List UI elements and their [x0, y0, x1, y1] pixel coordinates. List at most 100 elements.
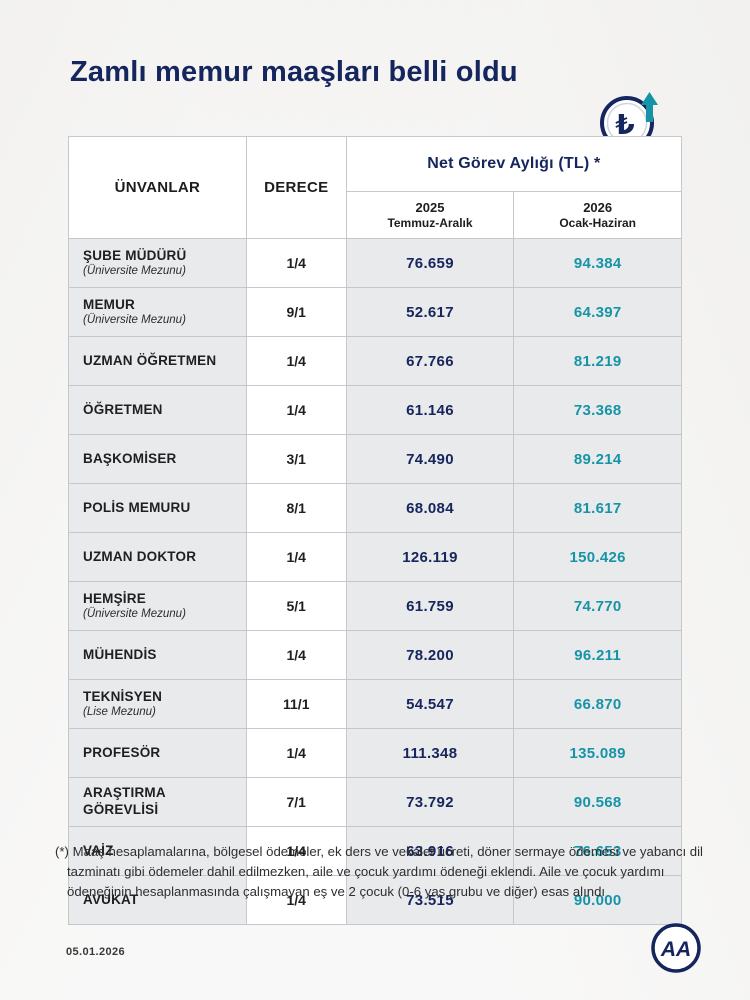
- lira-symbol: ₺: [615, 108, 634, 141]
- column-header-net-gorev-ayligi: Net Görev Aylığı (TL) *: [345, 136, 683, 192]
- row-title: ÖĞRETMEN: [83, 401, 163, 417]
- period-2025-label: Temmuz-Aralık: [387, 215, 473, 230]
- row-title-cell: PROFESÖR: [68, 728, 247, 778]
- row-title-cell: ÖĞRETMEN: [68, 385, 247, 435]
- row-subtitle: (Üniversite Mezunu): [83, 607, 186, 620]
- year-2026-label: 2026: [583, 200, 613, 215]
- column-header-unvanlar: ÜNVANLAR: [68, 136, 247, 239]
- row-derece: 9/1: [245, 287, 347, 337]
- row-value-2025: 61.146: [345, 385, 515, 435]
- table-row: ŞUBE MÜDÜRÜ (Üniversite Mezunu) 1/4 76.6…: [68, 238, 682, 288]
- row-title: MÜHENDİS: [83, 646, 157, 662]
- row-value-2025: 54.547: [345, 679, 515, 729]
- table-row: MÜHENDİS 1/4 78.200 96.211: [68, 630, 682, 680]
- row-value-2025: 126.119: [345, 532, 515, 582]
- row-title: ARAŞTIRMA GÖREVLİSİ: [83, 785, 166, 817]
- row-derece: 1/4: [245, 728, 347, 778]
- row-value-2026: 89.214: [513, 434, 682, 484]
- row-derece: 11/1: [245, 679, 347, 729]
- row-title: ŞUBE MÜDÜRÜ: [83, 247, 187, 263]
- row-value-2025: 74.490: [345, 434, 515, 484]
- table-row: BAŞKOMİSER 3/1 74.490 89.214: [68, 434, 682, 484]
- row-title: MEMUR: [83, 296, 135, 312]
- row-derece: 7/1: [245, 777, 347, 827]
- row-title: BAŞKOMİSER: [83, 450, 177, 466]
- row-derece: 1/4: [245, 826, 347, 876]
- row-subtitle: (Üniversite Mezunu): [83, 313, 186, 326]
- page-title: Zamlı memur maaşları belli oldu: [70, 56, 518, 88]
- table-row: MEMUR (Üniversite Mezunu) 9/1 52.617 64.…: [68, 287, 682, 337]
- row-derece: 8/1: [245, 483, 347, 533]
- row-title-cell: UZMAN DOKTOR: [68, 532, 247, 582]
- row-derece: 3/1: [245, 434, 347, 484]
- row-value-2026: 135.089: [513, 728, 682, 778]
- row-derece: 1/4: [245, 875, 347, 925]
- row-value-2026: 74.770: [513, 581, 682, 631]
- row-value-2026: 150.426: [513, 532, 682, 582]
- row-value-2026: 73.368: [513, 385, 682, 435]
- row-value-2025: 52.617: [345, 287, 515, 337]
- row-value-2025: 63.916: [345, 826, 515, 876]
- row-value-2025: 67.766: [345, 336, 515, 386]
- table-row: UZMAN DOKTOR 1/4 126.119 150.426: [68, 532, 682, 582]
- row-value-2026: 81.617: [513, 483, 682, 533]
- row-derece: 1/4: [245, 238, 347, 288]
- row-title-cell: POLİS MEMURU: [68, 483, 247, 533]
- row-value-2025: 111.348: [345, 728, 515, 778]
- table-row: POLİS MEMURU 8/1 68.084 81.617: [68, 483, 682, 533]
- table-row: VAİZ 1/4 63.916 76.653: [68, 826, 682, 876]
- up-arrow-icon: [641, 92, 658, 122]
- row-title-cell: ŞUBE MÜDÜRÜ (Üniversite Mezunu): [68, 238, 247, 288]
- row-subtitle: (Üniversite Mezunu): [83, 264, 186, 277]
- row-value-2026: 94.384: [513, 238, 682, 288]
- row-value-2025: 76.659: [345, 238, 515, 288]
- row-value-2026: 90.000: [513, 875, 682, 925]
- row-title: VAİZ: [83, 842, 114, 858]
- table-row: ÖĞRETMEN 1/4 61.146 73.368: [68, 385, 682, 435]
- row-value-2026: 64.397: [513, 287, 682, 337]
- row-derece: 1/4: [245, 630, 347, 680]
- row-title: AVUKAT: [83, 891, 139, 907]
- salary-table: ÜNVANLAR DERECE Net Görev Aylığı (TL) * …: [68, 136, 683, 925]
- table-row: PROFESÖR 1/4 111.348 135.089: [68, 728, 682, 778]
- row-title-cell: AVUKAT: [68, 875, 247, 925]
- row-derece: 5/1: [245, 581, 347, 631]
- table-header: ÜNVANLAR DERECE Net Görev Aylığı (TL) * …: [68, 136, 683, 239]
- row-title-cell: MÜHENDİS: [68, 630, 247, 680]
- row-subtitle: (Lise Mezunu): [83, 705, 156, 718]
- aa-logo-text: AA: [660, 938, 691, 961]
- row-value-2025: 68.084: [345, 483, 515, 533]
- row-title: POLİS MEMURU: [83, 499, 191, 515]
- row-title-cell: BAŞKOMİSER: [68, 434, 247, 484]
- row-value-2026: 81.219: [513, 336, 682, 386]
- row-value-2026: 76.653: [513, 826, 682, 876]
- column-header-2026: 2026 Ocak-Haziran: [513, 191, 682, 239]
- row-title-cell: MEMUR (Üniversite Mezunu): [68, 287, 247, 337]
- row-value-2026: 96.211: [513, 630, 682, 680]
- row-value-2026: 90.568: [513, 777, 682, 827]
- date-stamp: 05.01.2026: [66, 946, 126, 958]
- footnote-text: (*) Maaş hesaplamalarına, bölgesel ödeme…: [55, 844, 703, 899]
- row-derece: 1/4: [245, 336, 347, 386]
- row-title: UZMAN DOKTOR: [83, 548, 197, 564]
- table-row: AVUKAT 1/4 73.515 90.000: [68, 875, 682, 925]
- period-2026-label: Ocak-Haziran: [559, 215, 637, 230]
- row-title: PROFESÖR: [83, 744, 161, 760]
- row-value-2025: 73.792: [345, 777, 515, 827]
- year-2025-label: 2025: [415, 200, 445, 215]
- row-title-cell: TEKNİSYEN (Lise Mezunu): [68, 679, 247, 729]
- row-derece: 1/4: [245, 385, 347, 435]
- column-header-2025: 2025 Temmuz-Aralık: [345, 191, 515, 239]
- table-row: UZMAN ÖĞRETMEN 1/4 67.766 81.219: [68, 336, 682, 386]
- table-row: HEMŞİRE (Üniversite Mezunu) 5/1 61.759 7…: [68, 581, 682, 631]
- column-header-derece: DERECE: [245, 136, 347, 239]
- row-title: UZMAN ÖĞRETMEN: [83, 352, 217, 368]
- table-row: TEKNİSYEN (Lise Mezunu) 11/1 54.547 66.8…: [68, 679, 682, 729]
- row-title-cell: UZMAN ÖĞRETMEN: [68, 336, 247, 386]
- row-title-cell: HEMŞİRE (Üniversite Mezunu): [68, 581, 247, 631]
- aa-agency-logo-icon: AA: [650, 922, 702, 974]
- salary-table-body: ŞUBE MÜDÜRÜ (Üniversite Mezunu) 1/4 76.6…: [68, 238, 682, 925]
- row-value-2025: 61.759: [345, 581, 515, 631]
- salary-table-container: ÜNVANLAR DERECE Net Görev Aylığı (TL) * …: [68, 136, 683, 925]
- table-row: ARAŞTIRMA GÖREVLİSİ 7/1 73.792 90.568: [68, 777, 682, 827]
